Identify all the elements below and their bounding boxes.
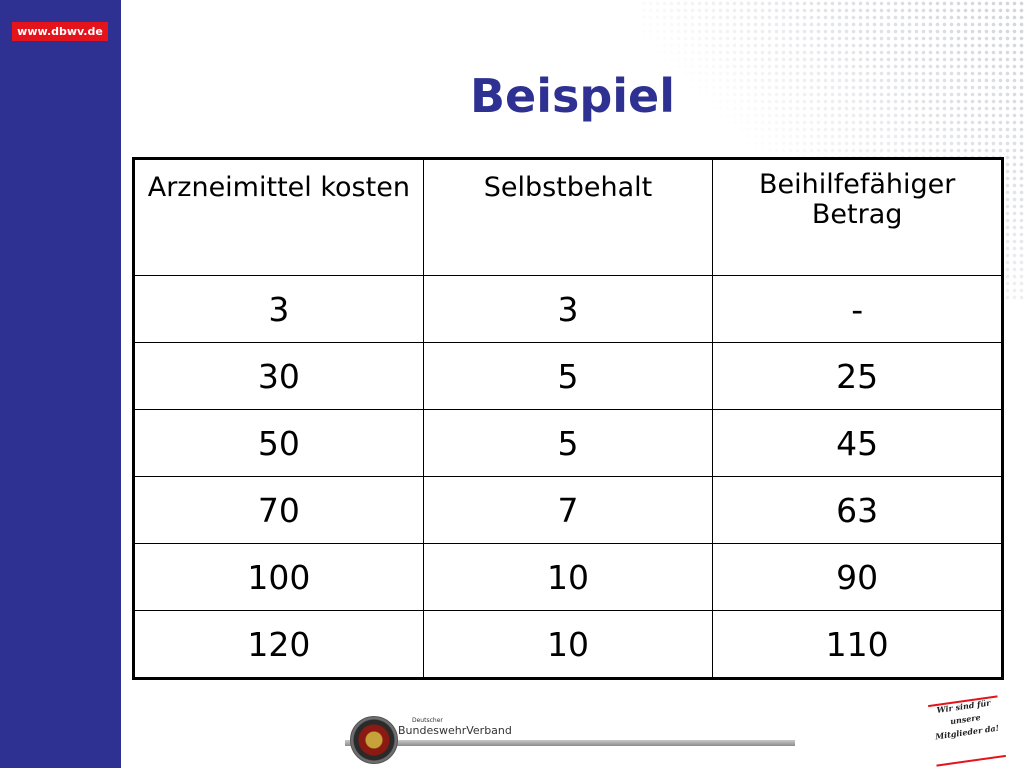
left-sidebar-band	[0, 0, 121, 768]
table-cell: 7	[422, 476, 714, 544]
footer-divider	[345, 740, 795, 746]
website-link-badge[interactable]: www.dbwv.de	[12, 22, 108, 41]
slogan-stamp: Wir sind für unsere Mitglieder da!	[928, 695, 1006, 766]
table-cell: 25	[712, 342, 1003, 410]
table-cell: 10	[422, 610, 714, 679]
table-cell: 5	[422, 342, 714, 410]
table-cell: 63	[712, 476, 1003, 544]
table-cell: 30	[133, 342, 424, 410]
table-cell: 100	[133, 543, 424, 611]
table-cell: -	[712, 275, 1003, 343]
header-cell: Arzneimittel kosten	[133, 158, 424, 276]
association-emblem-icon	[350, 716, 398, 764]
table-cell: 70	[133, 476, 424, 544]
cost-table: Arzneimittel kosten Selbstbehalt Beihilf…	[132, 157, 1004, 680]
footer-org-prefix: Deutscher	[412, 717, 443, 724]
table-cell: 3	[133, 275, 424, 343]
table-row: 50 5 45	[133, 409, 1003, 477]
table-cell: 120	[133, 610, 424, 679]
table-cell: 50	[133, 409, 424, 477]
table-cell: 90	[712, 543, 1003, 611]
table-cell: 110	[712, 610, 1003, 679]
table-cell: 45	[712, 409, 1003, 477]
table-row: 70 7 63	[133, 476, 1003, 544]
slide-title: Beispiel	[469, 69, 676, 123]
table-cell: 5	[422, 409, 714, 477]
footer-org-name: BundeswehrVerband	[398, 724, 512, 737]
table-row: 30 5 25	[133, 342, 1003, 410]
header-cell: Selbstbehalt	[422, 158, 714, 276]
table-row: 3 3 -	[133, 275, 1003, 343]
table-row: 100 10 90	[133, 543, 1003, 611]
table-row: 120 10 110	[133, 610, 1003, 679]
table-cell: 3	[422, 275, 714, 343]
table-header-row: Arzneimittel kosten Selbstbehalt Beihilf…	[133, 158, 1003, 276]
table-cell: 10	[422, 543, 714, 611]
header-cell: Beihilfefähiger Betrag	[712, 158, 1003, 276]
